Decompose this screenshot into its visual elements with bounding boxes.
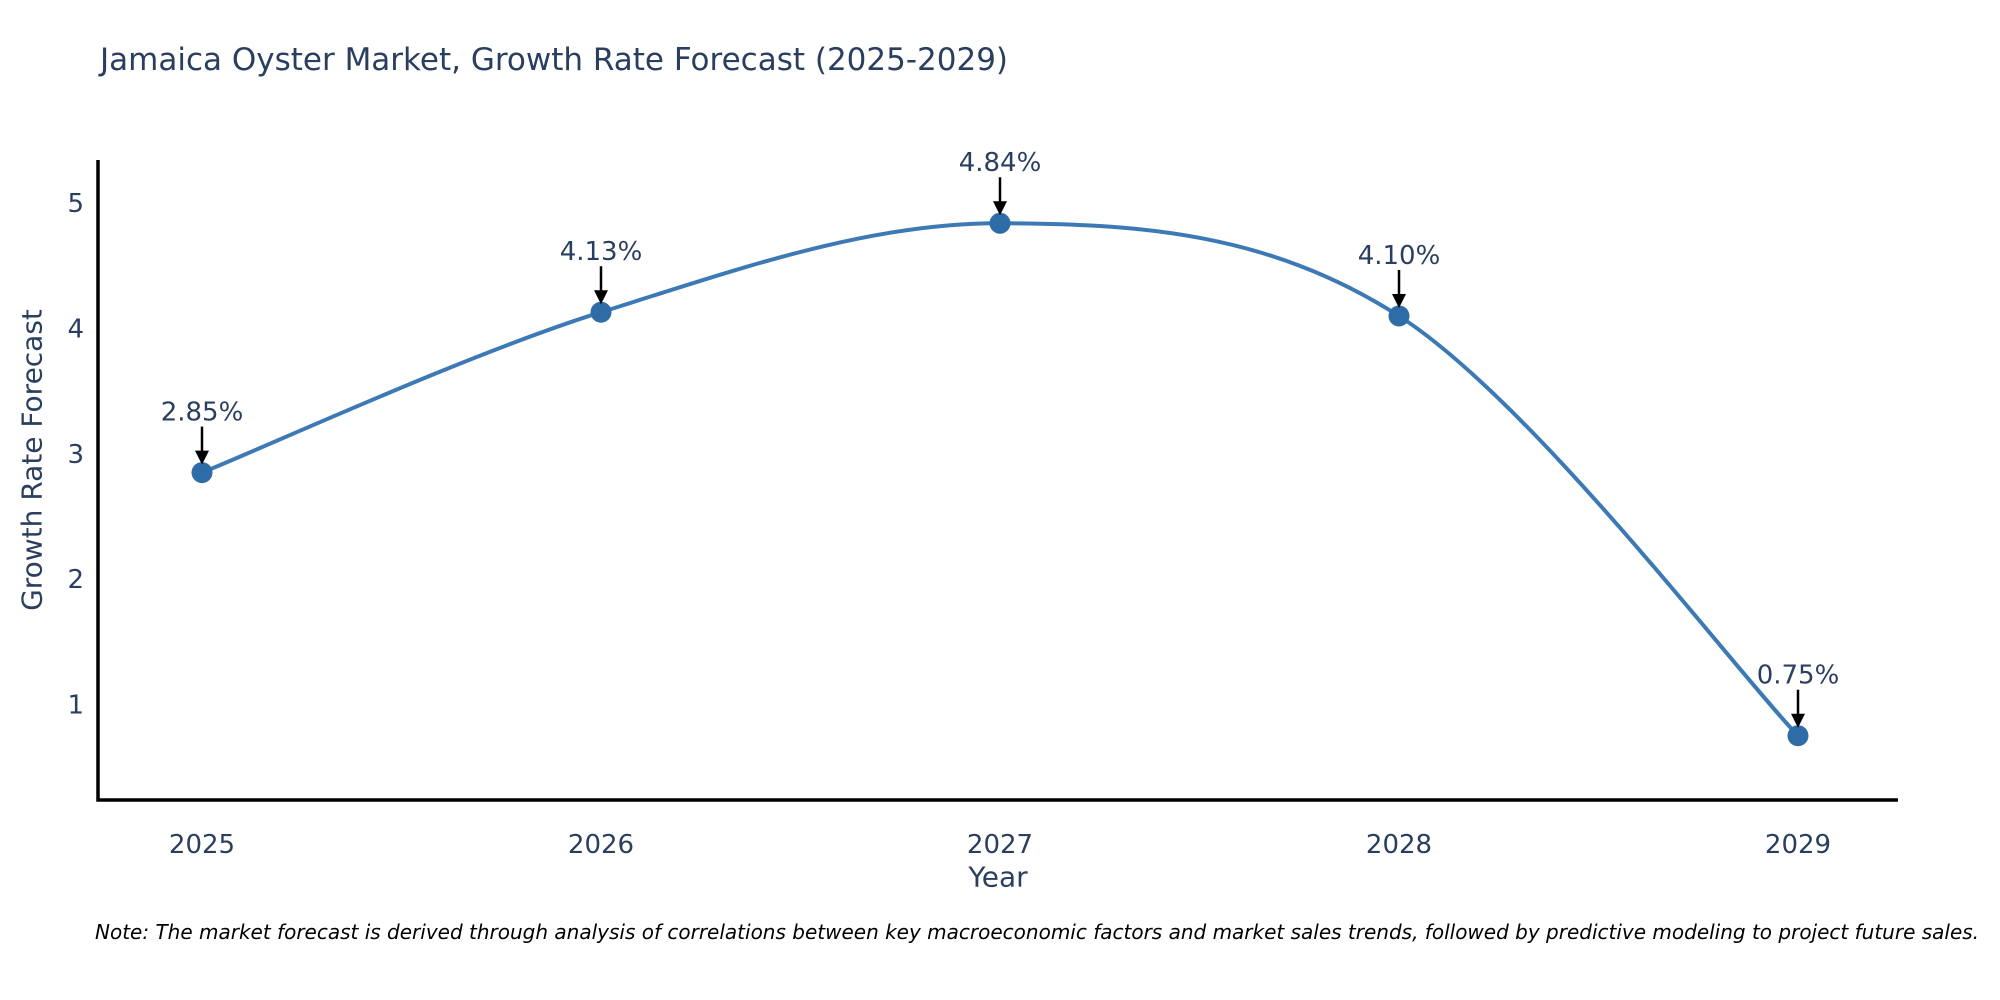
point-label: 2.85% <box>161 398 244 428</box>
annotation-arrowhead <box>1392 293 1406 308</box>
point-label: 0.75% <box>1757 661 1840 691</box>
x-tick-label: 2027 <box>967 830 1033 860</box>
y-tick-label: 5 <box>67 189 84 219</box>
x-tick-label: 2026 <box>568 830 634 860</box>
annotation-arrowhead <box>195 450 209 465</box>
annotation-arrowhead <box>594 290 608 305</box>
x-tick-label: 2025 <box>169 830 235 860</box>
data-point <box>590 301 612 323</box>
y-tick-label: 4 <box>67 315 84 345</box>
chart-title: Jamaica Oyster Market, Growth Rate Forec… <box>100 42 1009 78</box>
data-point <box>1787 725 1809 747</box>
data-point <box>1388 305 1410 327</box>
forecast-line <box>200 221 1800 738</box>
annotation-arrowhead <box>993 201 1007 216</box>
annotation-arrowhead <box>1791 713 1805 728</box>
y-tick-label: 1 <box>67 690 84 720</box>
point-label: 4.84% <box>959 148 1042 178</box>
x-tick-label: 2028 <box>1366 830 1432 860</box>
y-tick-label: 2 <box>67 565 84 595</box>
x-tick-label: 2029 <box>1765 830 1831 860</box>
axis-lines <box>96 160 1898 802</box>
data-point <box>191 462 213 484</box>
data-point <box>989 212 1011 234</box>
footnote: Note: The market forecast is derived thr… <box>95 920 1980 944</box>
point-label: 4.10% <box>1358 241 1441 271</box>
x-axis-title: Year <box>968 860 1028 894</box>
point-label: 4.13% <box>560 237 643 267</box>
y-tick-label: 3 <box>67 440 84 470</box>
